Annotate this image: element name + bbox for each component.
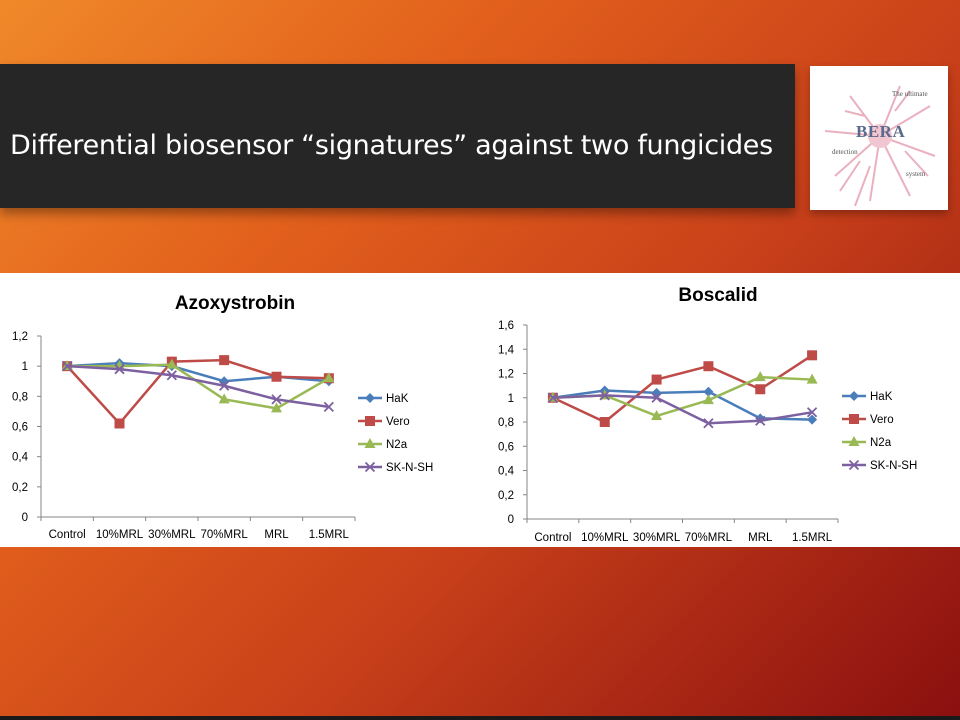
data-point xyxy=(806,407,818,418)
neuron-graphic xyxy=(824,85,936,207)
legend-label: Vero xyxy=(870,414,894,426)
logo-tagline-mid: detection xyxy=(832,148,858,156)
data-point xyxy=(755,384,766,395)
legend-marker xyxy=(848,459,860,471)
data-point xyxy=(703,361,714,372)
y-tick-label: 0,4 xyxy=(498,466,515,478)
y-tick-label: 1,6 xyxy=(498,320,514,332)
legend-label: N2a xyxy=(386,439,408,451)
y-tick-label: 1 xyxy=(508,393,514,405)
y-tick-label: 1 xyxy=(22,361,28,373)
legend-marker xyxy=(365,393,375,403)
data-point xyxy=(651,374,662,385)
logo-tagline-bottom: system xyxy=(906,170,926,178)
x-tick-label: 1.5MRL xyxy=(792,532,833,544)
data-point xyxy=(547,392,559,403)
legend-label: SK-N-SH xyxy=(386,462,433,474)
x-tick-label: 70%MRL xyxy=(201,529,249,541)
chart-panel: Azoxystrobin 0 0,2 0,4 0,6 0,8 1 1,2 Control 10%M… xyxy=(0,273,960,547)
data-point xyxy=(218,393,230,404)
series-line xyxy=(552,354,813,424)
y-tick-label: 0,6 xyxy=(12,422,28,434)
data-point xyxy=(323,372,335,383)
y-tick-label: 0 xyxy=(508,514,514,526)
series-line xyxy=(66,358,329,426)
y-tick-label: 1,2 xyxy=(12,331,28,343)
data-point xyxy=(166,370,177,381)
legend-label: SK-N-SH xyxy=(870,460,917,472)
x-tick-label: Control xyxy=(534,532,571,544)
y-tick-label: 0 xyxy=(22,512,28,524)
y-tick-label: 0,4 xyxy=(12,452,29,464)
y-tick-label: 1,2 xyxy=(498,369,514,381)
data-point xyxy=(271,394,282,405)
data-point xyxy=(806,373,818,384)
data-point xyxy=(323,401,334,413)
charts-svg: Azoxystrobin 0 0,2 0,4 0,6 0,8 1 1,2 Control 10%M… xyxy=(12,285,917,544)
logo-brand: BERA xyxy=(856,122,906,141)
x-tick-label: MRL xyxy=(264,529,289,541)
legend-label: HaK xyxy=(870,391,893,403)
x-tick-label: 30%MRL xyxy=(633,532,681,544)
logo-tagline-top: The ultimate xyxy=(892,90,928,98)
y-tick-label: 0,8 xyxy=(12,391,28,403)
legend-label: Vero xyxy=(386,416,410,428)
y-tick-label: 0,6 xyxy=(498,441,514,453)
legend-marker xyxy=(364,438,376,448)
legend-marker xyxy=(365,416,375,426)
data-point xyxy=(599,417,610,427)
data-point xyxy=(219,380,230,391)
data-point xyxy=(702,394,714,405)
legend-marker xyxy=(849,391,859,401)
x-tick-label: 30%MRL xyxy=(148,529,196,541)
y-tick-label: 1,4 xyxy=(498,344,515,356)
chart-title: Azoxystrobin xyxy=(175,293,295,314)
legend-label: N2a xyxy=(870,437,892,449)
y-tick-label: 0,2 xyxy=(498,490,514,502)
legend-marker xyxy=(364,461,376,473)
data-point xyxy=(271,371,282,382)
data-point xyxy=(62,361,73,372)
series-line xyxy=(67,364,330,409)
legend-label: HaK xyxy=(386,393,409,405)
chart-title: Boscalid xyxy=(678,285,757,306)
data-point xyxy=(271,402,282,413)
data-point xyxy=(807,414,818,425)
data-point xyxy=(651,409,663,420)
y-tick-label: 0,8 xyxy=(498,417,514,429)
series-line xyxy=(552,394,813,425)
legend-marker xyxy=(849,414,859,424)
title-bar xyxy=(0,64,795,208)
data-point xyxy=(807,350,818,361)
bera-logo: The ultimate BERA detection system xyxy=(810,66,948,210)
x-tick-label: 1.5MRL xyxy=(309,529,350,541)
data-point xyxy=(703,418,714,429)
y-tick-label: 0,2 xyxy=(12,482,28,494)
data-point xyxy=(219,355,230,366)
data-point xyxy=(166,358,178,369)
x-tick-label: Control xyxy=(49,529,86,541)
data-point xyxy=(599,390,610,401)
data-point xyxy=(755,415,766,426)
data-point xyxy=(114,364,125,375)
data-point xyxy=(114,418,125,429)
x-tick-label: 70%MRL xyxy=(685,532,733,544)
data-point xyxy=(703,386,714,397)
bottom-rule xyxy=(0,716,960,720)
x-tick-label: MRL xyxy=(748,532,773,544)
x-tick-label: 10%MRL xyxy=(96,529,144,541)
series-line xyxy=(67,363,330,410)
data-point xyxy=(651,392,662,403)
data-point xyxy=(754,371,766,382)
slide-title: Differential biosensor “signatures” agai… xyxy=(10,130,773,161)
legend-marker xyxy=(848,436,860,446)
x-tick-label: 10%MRL xyxy=(581,532,629,544)
